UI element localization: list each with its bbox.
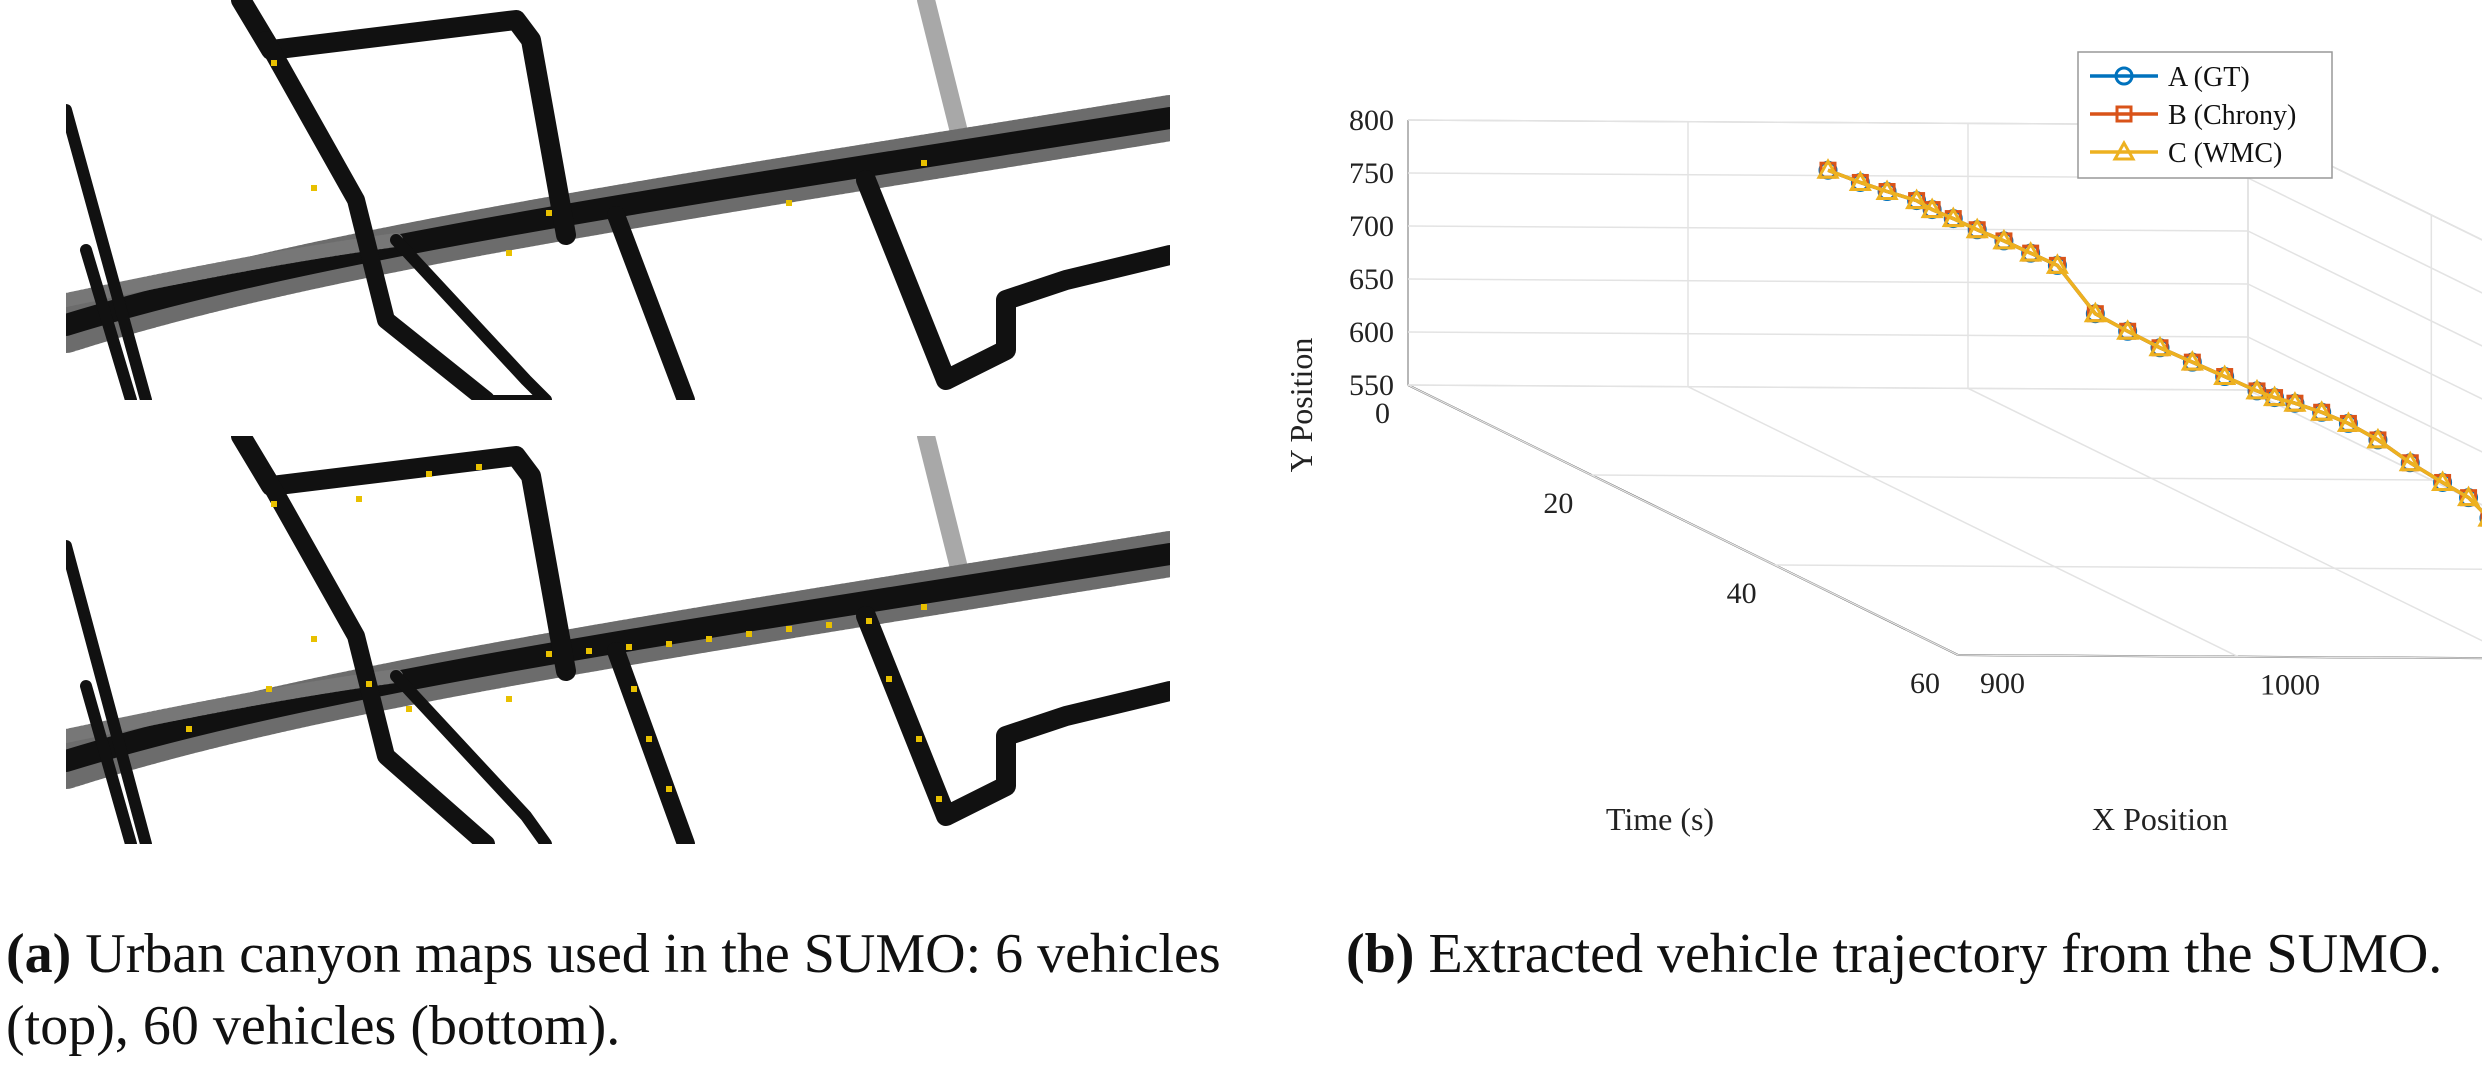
urban-canyon-map-top (66, 0, 1170, 400)
grid-line (1687, 385, 2239, 658)
legend-label: C (WMC) (2168, 138, 2282, 169)
data-point (1920, 197, 1944, 219)
data-point (2245, 378, 2269, 400)
data-point (2019, 241, 2043, 262)
caption-b-label: (b) (1346, 923, 1415, 985)
legend-label: B (Chrony) (2168, 100, 2296, 131)
legend-marker (2114, 66, 2134, 86)
x-tick-label: 40 (1727, 577, 1757, 610)
caption-a: (a) Urban canyon maps used in the SUMO: … (6, 918, 1236, 1062)
data-point (2366, 427, 2390, 449)
y-axis-ticks: 900100011001200 (1980, 667, 2320, 702)
data-point (2457, 485, 2481, 507)
chart-grid (1407, 119, 2482, 659)
urban-canyon-map-bottom (66, 436, 1170, 844)
legend-label: A (GT) (2168, 62, 2250, 93)
grid-line (2247, 389, 2482, 506)
grid-line (1407, 384, 2249, 391)
chart-legend: A (GT) B (Chrony) C (WMC) (2077, 51, 2333, 179)
series-layer (1816, 158, 2482, 527)
caption-a-text: Urban canyon maps used in the SUMO: 6 ve… (6, 923, 1221, 1057)
data-point (2336, 411, 2360, 432)
grid-line (2247, 230, 2482, 347)
legend-marker (2115, 105, 2133, 123)
data-point (2283, 391, 2307, 412)
grid-line (2247, 389, 2482, 506)
data-point (2263, 385, 2287, 407)
z-axis-ticks: 550 600 650 700 750 800 (1349, 104, 1394, 402)
grid-line (2247, 283, 2482, 400)
grid-line (2247, 124, 2482, 241)
grid-line (1774, 564, 2482, 570)
caption-a-label: (a) (6, 923, 72, 985)
data-point (2116, 319, 2140, 340)
z-tick-label: 650 (1349, 263, 1394, 296)
grid-line (1407, 225, 2249, 232)
data-point (1816, 158, 1840, 179)
grid-line (2247, 177, 2482, 294)
data-point (1848, 170, 1872, 191)
data-point (2148, 335, 2172, 357)
data-point (2083, 301, 2107, 323)
x-axis-label: Time (s) (1606, 801, 1714, 837)
series-line (1827, 168, 2482, 514)
grid-line (1407, 384, 1959, 656)
axes-box (1407, 119, 2482, 660)
grid-line (1967, 387, 2482, 642)
data-point (1992, 228, 2016, 250)
z-tick-label: 700 (1349, 210, 1394, 243)
data-point (1965, 217, 1989, 239)
data-point (2431, 470, 2455, 491)
x-tick-label: 20 (1543, 487, 1573, 520)
x-tick-label: 60 (1910, 667, 1940, 700)
z-tick-label: 600 (1349, 316, 1394, 349)
z-tick-label: 550 (1349, 369, 1394, 402)
series-line (1827, 168, 2482, 514)
series-line (1827, 168, 2482, 514)
z-axis-label: Y Position (1283, 338, 1319, 473)
grid-line (1591, 474, 2432, 481)
caption-b-text: Extracted vehicle trajectory from the SU… (1428, 923, 2443, 985)
x-axis-ticks: 0 20 40 60 (1375, 397, 1940, 700)
data-point (1941, 206, 1965, 228)
y-tick-label: 900 (1980, 667, 2025, 700)
grid-line (1407, 278, 2249, 285)
grid-line (1407, 331, 2249, 338)
data-point (2398, 450, 2422, 472)
y-tick-label: 1000 (2260, 669, 2320, 702)
z-tick-label: 800 (1349, 104, 1394, 137)
grid-line (2247, 336, 2482, 453)
y-axis-label: X Position (2092, 801, 2228, 837)
data-point (1875, 179, 1899, 201)
data-point (2213, 364, 2237, 386)
legend-marker (2112, 139, 2136, 161)
data-point (2045, 253, 2069, 274)
caption-b: (b) Extracted vehicle trajectory from th… (1346, 918, 2482, 990)
grid-line (1957, 654, 2482, 659)
data-point (1905, 188, 1929, 210)
data-point (2180, 350, 2204, 371)
data-point (2310, 400, 2334, 421)
x-tick-label: 0 (1375, 397, 1390, 430)
z-tick-label: 750 (1349, 157, 1394, 190)
